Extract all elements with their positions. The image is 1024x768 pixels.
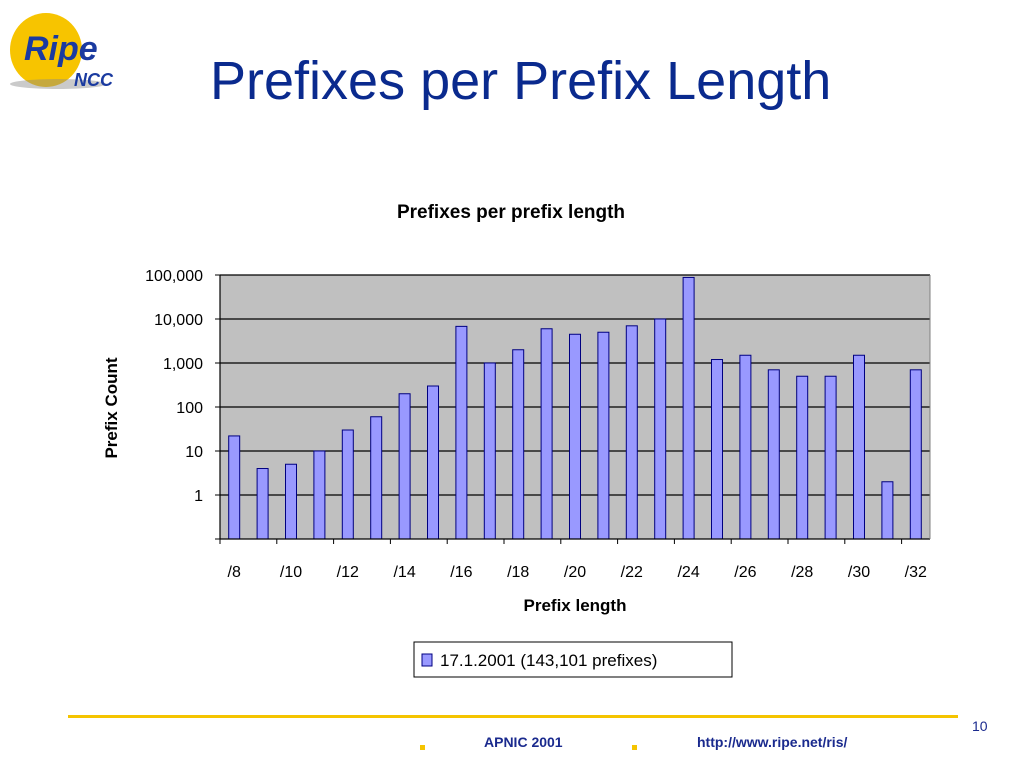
footer-rule xyxy=(68,715,958,718)
x-tick-label: /30 xyxy=(848,564,870,581)
x-tick-label: /16 xyxy=(450,564,472,581)
bar-len-9 xyxy=(256,468,269,540)
bar-len-20 xyxy=(569,333,581,540)
footer-url: http://www.ripe.net/ris/ xyxy=(697,734,848,750)
bar-len-11 xyxy=(313,450,326,540)
x-tick-label: /24 xyxy=(677,564,699,581)
bar-len-32 xyxy=(909,369,922,540)
bar-len-12 xyxy=(341,429,354,540)
slide-title: Prefixes per Prefix Length xyxy=(210,51,832,111)
bar-len-17 xyxy=(483,362,496,540)
y-tick-label: 1 xyxy=(194,488,203,505)
legend-box xyxy=(413,641,733,678)
x-axis-label: Prefix length xyxy=(524,596,627,615)
y-tick-label: 10 xyxy=(185,444,203,461)
y-axis-label: Prefix Count xyxy=(102,357,121,458)
logo-text-main: Ripe xyxy=(24,30,98,68)
bar-chart: Prefixes per prefix length 1 10 100 1,000 10… xyxy=(102,202,931,678)
bar-len-8 xyxy=(228,435,241,540)
bar-len-14 xyxy=(398,393,411,540)
x-tick-label: /28 xyxy=(791,564,813,581)
x-tick-label: /10 xyxy=(280,564,302,581)
x-tick-label: /18 xyxy=(507,564,529,581)
logo-shadow xyxy=(10,79,106,89)
ripe-ncc-logo: Ripe NCC xyxy=(10,13,114,90)
chart-title: Prefixes per prefix length xyxy=(397,202,625,223)
y-tick-labels: 1 10 100 1,000 10,000 100,000 xyxy=(145,268,203,505)
legend: 17.1.2001 (143,101 prefixes) xyxy=(413,641,733,678)
logo-text-sub: NCC xyxy=(74,70,114,90)
bar-len-27 xyxy=(767,369,780,540)
legend-label: 17.1.2001 (143,101 prefixes) xyxy=(440,651,657,670)
x-tick-label: /20 xyxy=(564,564,586,581)
x-tick-label: /12 xyxy=(337,564,359,581)
axes xyxy=(215,274,931,544)
bar-len-18 xyxy=(512,349,525,540)
bar-len-19 xyxy=(540,328,553,540)
x-tick-label: /14 xyxy=(393,564,415,581)
x-tick-label: /26 xyxy=(734,564,756,581)
footer-bullet-left xyxy=(420,745,425,750)
bar-len-22 xyxy=(625,325,638,540)
y-tick-label: 100,000 xyxy=(145,268,203,285)
bar-len-16 xyxy=(455,325,468,540)
bar-len-26 xyxy=(739,354,752,540)
bar-len-15 xyxy=(427,385,439,540)
bar-len-30 xyxy=(853,354,865,540)
legend-swatch xyxy=(421,653,433,667)
bar-len-25 xyxy=(711,359,723,540)
bar-len-21 xyxy=(597,331,610,540)
bar-len-13 xyxy=(370,416,383,540)
bar-len-28 xyxy=(796,375,809,540)
x-tick-labels: /8/10/12/14/16/18/20/22/24/26/28/30/32 xyxy=(228,564,927,581)
x-tick-label: /8 xyxy=(228,564,241,581)
bar-len-24 xyxy=(682,276,695,540)
y-tick-label: 100 xyxy=(176,400,203,417)
bar-len-31 xyxy=(881,481,894,540)
x-tick-label: /32 xyxy=(905,564,927,581)
y-tick-label: 10,000 xyxy=(154,312,203,329)
page-number: 10 xyxy=(972,718,988,734)
footer-event: APNIC 2001 xyxy=(484,734,563,750)
y-tick-label: 1,000 xyxy=(163,356,203,373)
bar-len-10 xyxy=(285,463,297,540)
logo-sun-disc xyxy=(10,13,82,87)
footer-bullet-right xyxy=(632,745,637,750)
bars xyxy=(228,276,922,540)
bar-len-29 xyxy=(824,375,837,540)
x-tick-label: /22 xyxy=(621,564,643,581)
bar-len-23 xyxy=(654,318,667,540)
